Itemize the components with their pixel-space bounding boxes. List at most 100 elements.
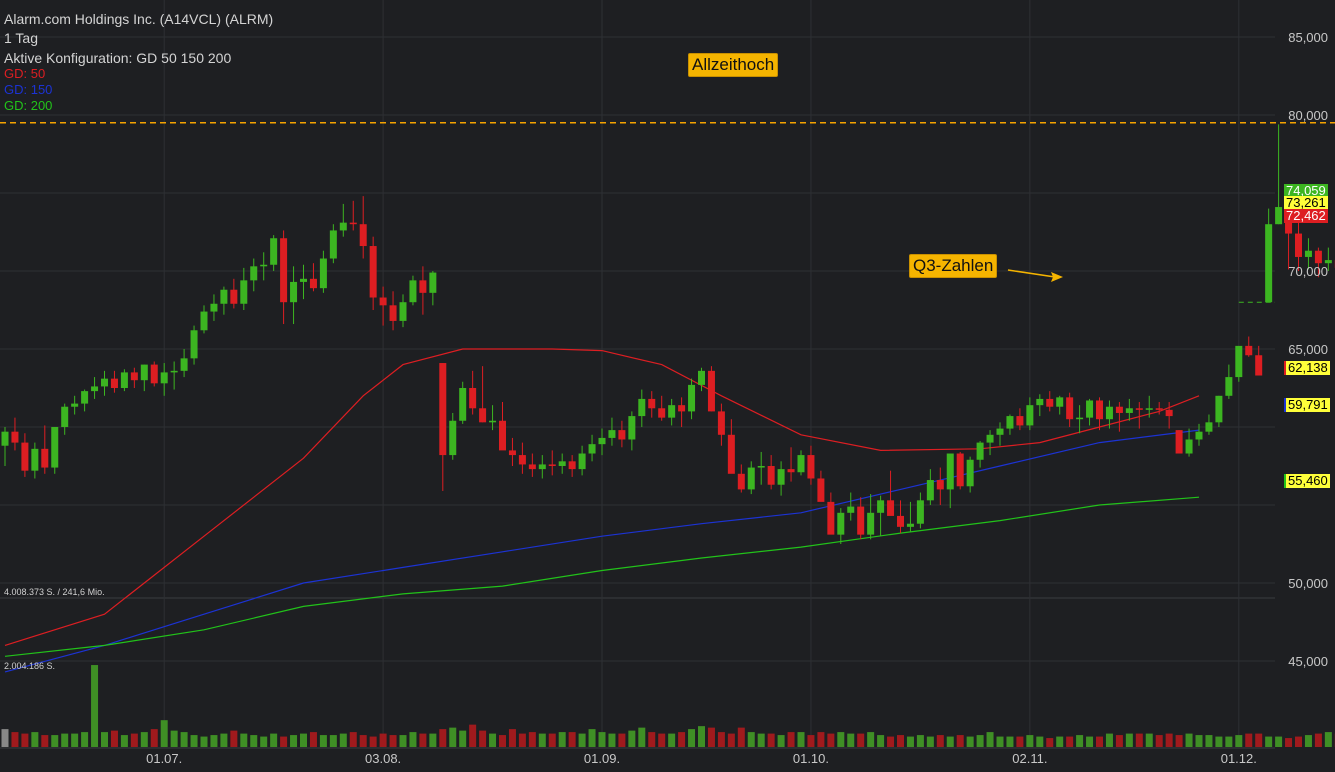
interval-label: 1 Tag xyxy=(4,30,38,46)
config-label[interactable]: Aktive Konfiguration: GD 50 150 200 xyxy=(4,50,232,66)
volume-bar xyxy=(1086,736,1094,747)
candle-body xyxy=(1,431,9,446)
candle-body xyxy=(41,448,49,468)
candle-body xyxy=(1026,405,1034,426)
volume-bar xyxy=(101,732,108,747)
q3-callout: Q3-Zahlen xyxy=(909,254,998,278)
volume-bar xyxy=(300,733,307,747)
candle-body xyxy=(588,444,596,454)
candle-body xyxy=(389,305,397,321)
volume-bar xyxy=(51,735,59,747)
volume-bar xyxy=(120,735,128,747)
volume-bar xyxy=(847,733,855,747)
volume-top-label: 4.008.373 S. / 241,6 Mio. xyxy=(4,587,105,597)
candle-body xyxy=(787,469,795,473)
candle-body xyxy=(290,281,298,303)
candle-body xyxy=(170,370,178,373)
candle-body xyxy=(648,398,656,409)
candle-body xyxy=(130,372,138,381)
volume-bar xyxy=(688,729,696,747)
candle-body xyxy=(737,473,745,490)
volume-bar xyxy=(1255,733,1263,747)
candle-body xyxy=(817,478,825,502)
candle-body xyxy=(250,266,258,281)
x-tick-label: 02.11. xyxy=(1012,751,1047,766)
volume-bar xyxy=(1155,735,1163,747)
candle-body xyxy=(1056,397,1064,407)
volume-bar xyxy=(499,735,506,747)
volume-bar xyxy=(1324,732,1332,747)
volume-bar xyxy=(489,733,497,747)
candle-body xyxy=(996,428,1004,435)
volume-bars xyxy=(1,665,1335,747)
candle-body xyxy=(71,403,79,407)
candle-body xyxy=(429,272,437,293)
volume-bar xyxy=(180,732,188,747)
volume-bar xyxy=(618,733,626,747)
candle-body xyxy=(727,434,735,474)
volume-bar xyxy=(21,733,29,747)
volume-bar xyxy=(160,720,168,747)
volume-bar xyxy=(150,729,158,747)
volume-bar xyxy=(1076,735,1084,747)
volume-bar xyxy=(399,735,407,747)
candle-body xyxy=(558,461,566,466)
candle-body xyxy=(1295,233,1302,257)
x-tick-label: 01.07. xyxy=(146,751,182,766)
volume-bar xyxy=(877,735,885,747)
candle-body xyxy=(926,480,934,501)
volume-bar xyxy=(777,735,785,747)
volume-bar xyxy=(916,735,924,747)
volume-bar xyxy=(459,730,467,747)
volume-bar xyxy=(638,727,646,747)
candle-body xyxy=(210,303,218,312)
candle-body xyxy=(409,280,417,303)
candle-body xyxy=(399,302,407,321)
volume-bar xyxy=(857,733,865,747)
volume-bar xyxy=(897,735,904,747)
volume-bar xyxy=(608,733,616,747)
candle-body xyxy=(986,434,994,443)
volume-bar xyxy=(1285,738,1293,747)
candle-body xyxy=(1265,224,1273,303)
candle-body xyxy=(479,408,487,423)
candle-body xyxy=(658,408,666,418)
candle-body xyxy=(678,405,686,412)
candle-body xyxy=(11,431,19,443)
candle-body xyxy=(1324,260,1332,264)
gd50-line xyxy=(4,348,1200,646)
volume-bar xyxy=(1295,736,1302,747)
candle-body xyxy=(618,430,626,440)
volume-bar xyxy=(1096,736,1103,747)
candle-body xyxy=(857,506,865,535)
candle-body xyxy=(757,466,765,468)
candle-body xyxy=(31,448,39,471)
volume-bar xyxy=(966,736,974,747)
candle-body xyxy=(329,230,337,259)
q3-arrow xyxy=(1007,269,1056,278)
candle-body xyxy=(260,264,268,267)
candle-body xyxy=(1046,398,1054,407)
volume-bar xyxy=(1275,736,1283,747)
candle-body xyxy=(976,442,984,460)
volume-bar xyxy=(1235,735,1243,747)
candle-body xyxy=(1225,377,1233,396)
candle-body xyxy=(449,420,457,456)
volume-bar xyxy=(140,732,148,747)
volume-bar xyxy=(250,735,258,747)
candle-body xyxy=(747,467,755,490)
volume-bar xyxy=(787,732,795,747)
volume-bar xyxy=(946,736,954,747)
volume-bar xyxy=(290,735,298,747)
volume-bar xyxy=(110,730,118,747)
candle-body xyxy=(518,455,526,465)
candle-body xyxy=(707,370,715,412)
x-tick-label: 01.10. xyxy=(793,751,829,766)
volume-bar xyxy=(1225,736,1233,747)
last-close-label: 73,261 xyxy=(1284,195,1328,210)
volume-bar xyxy=(379,733,387,747)
grid-lines xyxy=(0,0,1275,749)
candle-body xyxy=(459,388,467,421)
candle-body xyxy=(897,515,904,527)
